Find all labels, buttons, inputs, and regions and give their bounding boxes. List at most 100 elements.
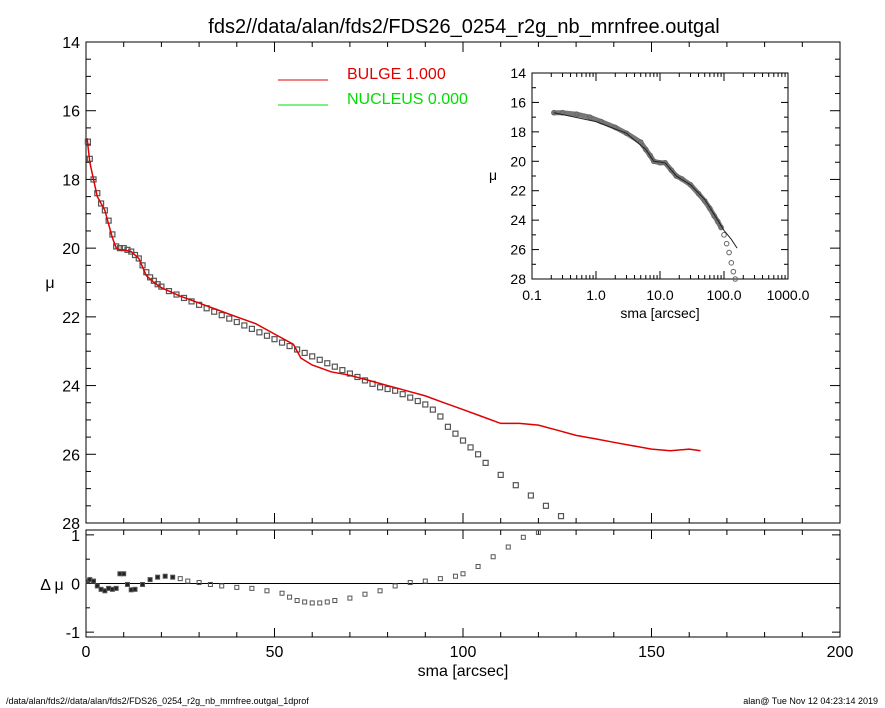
residual-point [437, 576, 443, 582]
inset-data-point [612, 124, 619, 131]
y-tick-label: 20 [62, 241, 80, 258]
y-tick-label: 28 [62, 516, 80, 533]
inset-data-point [687, 182, 694, 188]
data-point [263, 332, 271, 339]
data-point [286, 342, 293, 350]
inset-x-tick-label: 100.0 [706, 287, 741, 303]
data-point [452, 430, 459, 437]
data-point [339, 367, 346, 374]
inset-y-axis-label: μ [489, 167, 497, 183]
data-point [248, 325, 255, 332]
residual-point [279, 590, 285, 596]
residual-point [392, 583, 398, 589]
inset-data-point [573, 111, 580, 117]
residual-point [140, 581, 146, 587]
data-point [392, 387, 399, 394]
x-axis-label: sma [arcsec] [418, 663, 509, 680]
residual-point [162, 573, 168, 579]
data-point [135, 255, 142, 262]
data-point [384, 385, 391, 393]
y-tick-label: 18 [62, 172, 80, 189]
x-tick-label: 100 [450, 644, 477, 661]
residual-point [505, 544, 511, 550]
residual-point [121, 571, 127, 577]
residual-point [132, 586, 138, 592]
data-point [512, 482, 519, 489]
residual-point [249, 585, 255, 591]
data-point [331, 363, 338, 370]
data-point [444, 423, 452, 430]
inset-data-band [551, 110, 724, 230]
residual-point [460, 571, 466, 577]
data-point [542, 502, 550, 509]
chart-title: fds2//data/alan/fds2/FDS26_0254_r2g_nb_m… [208, 16, 719, 38]
data-point [467, 444, 474, 451]
data-point [459, 437, 467, 444]
inset-data-point [721, 232, 727, 238]
legend-label: BULGE 1.000 [347, 66, 446, 83]
inset-y-tick-label: 20 [510, 153, 526, 169]
footer-timestamp: alan@ Tue Nov 12 04:23:14 2019 [743, 696, 878, 706]
data-point [399, 391, 406, 398]
x-tick-label: 200 [827, 644, 854, 661]
inset-y-tick-label: 28 [510, 271, 526, 287]
data-point [241, 322, 248, 329]
x-tick-label: 50 [266, 644, 284, 661]
residual-point [520, 534, 526, 540]
residual-point [219, 583, 225, 589]
footer-filepath: /data/alan/fds2//data/alan/fds2/FDS26_02… [6, 696, 309, 706]
residual-point [407, 580, 413, 586]
inset-data-point [586, 114, 593, 120]
inset-data-point [643, 146, 649, 153]
residual-point [91, 578, 97, 584]
inset-data-point [726, 249, 732, 256]
data-point [482, 459, 489, 466]
inset-data-point [637, 139, 644, 145]
data-point [226, 315, 233, 322]
residual-point [113, 585, 119, 591]
inset-x-axis-label: sma [arcsec] [620, 305, 699, 321]
resid-y-tick-label: 1 [71, 528, 80, 545]
residual-point [490, 554, 496, 560]
inset-data-point [732, 276, 739, 282]
residual-point [94, 583, 100, 589]
y-tick-label: 24 [62, 379, 80, 396]
inset-x-tick-label: 1.0 [586, 287, 606, 303]
data-point [301, 349, 308, 357]
inset-data-point [730, 268, 737, 275]
data-point [97, 200, 105, 207]
residual-point [422, 578, 428, 584]
residual-point [264, 588, 270, 594]
residual-point [155, 574, 161, 580]
data-point [278, 339, 286, 346]
inset-y-tick-label: 22 [510, 183, 526, 199]
bulge-line [86, 138, 701, 452]
residual-point [309, 600, 315, 606]
residual-point [294, 598, 300, 604]
data-point [376, 384, 384, 391]
data-point [316, 356, 323, 363]
y-tick-label: 22 [62, 310, 80, 327]
main-profile-plot: 14 16 18 20 22 24 26 28 μ [45, 35, 841, 533]
inset-x-tick-label: 10.0 [646, 287, 673, 303]
residual-point [332, 598, 338, 604]
residual-point [170, 574, 176, 580]
data-point [497, 471, 504, 478]
residual-point [324, 599, 330, 605]
inset-data-point [714, 218, 721, 225]
resid-y-tick-label: 0 [71, 577, 80, 594]
legend-label: NUCLEUS 0.000 [347, 91, 468, 108]
residual-point [177, 576, 183, 582]
residual-point [475, 563, 481, 569]
data-point [527, 492, 534, 499]
data-point [407, 394, 414, 401]
data-point [422, 401, 429, 408]
data-point [113, 243, 120, 250]
residual-point [185, 578, 191, 584]
residual-point [124, 581, 130, 587]
inset-y-tick-label: 18 [510, 124, 526, 140]
data-point [429, 406, 436, 413]
residual-point [196, 580, 202, 586]
